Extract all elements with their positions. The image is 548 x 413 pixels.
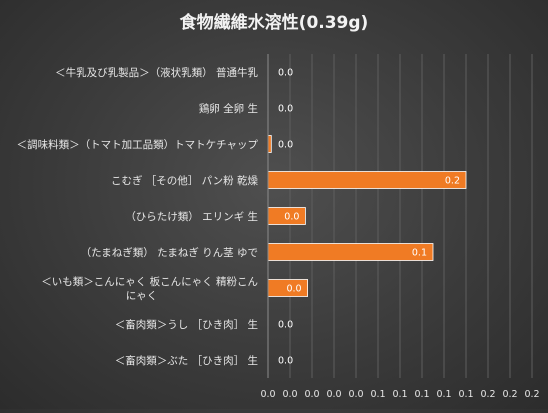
x-tick-label: 0.0 [282,389,297,400]
chart-title: 食物繊維水溶性(0.39g) [180,12,369,33]
x-tick-label: 0.0 [348,389,363,400]
x-tick-label: 0.1 [436,389,451,400]
grid-lines [289,54,533,378]
x-tick-label: 0.1 [414,389,429,400]
data-labels: 0.0 0.0 0.0 0.2 0.0 0.1 0.0 0.0 0.0 [278,68,460,367]
x-tick-label: 0.1 [370,389,385,400]
category-label: ＜畜肉類＞ぶた ［ひき肉］ 生 [115,354,258,367]
data-label: 0.1 [412,248,427,259]
x-tick-label: 0.2 [480,389,495,400]
x-tick-label: 0.1 [458,389,473,400]
data-label: 0.0 [278,68,293,79]
data-label: 0.2 [445,176,460,187]
x-tick-label: 0.0 [260,389,275,400]
category-label: こむぎ ［その他］ パン粉 乾燥 [111,174,259,187]
x-tick-label: 0.0 [326,389,341,400]
category-label: ＜牛乳及び乳製品＞（液状乳類） 普通牛乳 [55,66,258,79]
x-tick-label: 0.2 [524,389,539,400]
bar [267,243,434,261]
category-label: ＜調味料類＞（トマト加工品類）トマトケチャップ [17,138,259,151]
data-label: 0.0 [286,284,301,295]
x-tick-label: 0.0 [304,389,319,400]
data-label: 0.0 [278,320,293,331]
category-label: 鶏卵 全卵 生 [199,102,258,115]
x-tick-labels: 0.0 0.0 0.0 0.0 0.0 0.1 0.1 0.1 0.1 0.1 0.2 0.2 0.2 [260,389,539,400]
data-label: 0.0 [278,104,293,115]
x-tick-label: 0.1 [392,389,407,400]
category-label: （たまねぎ類） たまねぎ りん茎 ゆで [81,246,258,259]
category-label: ＜いも類＞こんにゃく 板こんにゃく 精粉こんにゃく [41,275,258,302]
category-label: ＜畜肉類＞うし ［ひき肉］ 生 [115,318,258,331]
x-tick-label: 0.2 [502,389,517,400]
data-label: 0.0 [278,356,293,367]
category-label: （ひらたけ類） エリンギ 生 [125,210,258,223]
data-label: 0.0 [284,212,299,223]
bar [267,171,467,189]
data-label: 0.0 [278,140,293,151]
